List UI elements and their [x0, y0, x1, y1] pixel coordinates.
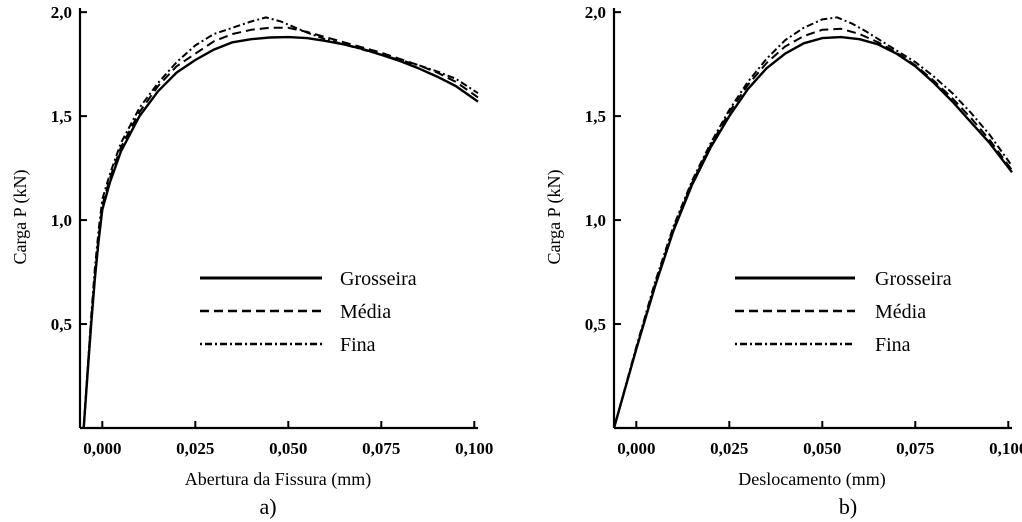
chart-panel-b: 0,5 1,0 1,5 2,0 0,000 0,025 0,050 0,075 0,100 Des…: [544, 3, 1022, 519]
legend: Grosseira Média Fina: [735, 268, 952, 356]
series-line-grosseira: [612, 35, 1013, 429]
y-tick-label: 0,5: [51, 315, 72, 334]
panel-letter: a): [259, 494, 276, 519]
legend-label: Fina: [875, 334, 911, 356]
legend-label: Grosseira: [875, 268, 952, 290]
y-tick-label: 1,5: [51, 107, 72, 126]
x-tick-label: 0,000: [83, 439, 121, 458]
y-tick-label: 1,0: [51, 211, 72, 230]
legend: Grosseira Média Fina: [200, 268, 417, 356]
x-axis-label: Deslocamento (mm): [738, 469, 885, 490]
x-tick-label: 0,025: [176, 439, 214, 458]
x-tick-label: 0,075: [362, 439, 400, 458]
y-tick-label: 2,0: [585, 3, 606, 22]
x-tick-label: 0,100: [989, 439, 1022, 458]
series-line-fina: [613, 16, 1013, 429]
y-axis-label: Carga P (kN): [10, 170, 31, 265]
x-tick-label: 0,050: [803, 439, 841, 458]
x-tick-label: 0,050: [269, 439, 307, 458]
chart-panel-a: 0,5 1,0 1,5 2,0 0,000 0,025 0,050 0,075 0,100 Abe…: [10, 3, 493, 519]
legend-label: Média: [875, 301, 926, 323]
y-tick-label: 1,0: [585, 211, 606, 230]
series-line-grosseira: [82, 35, 479, 429]
y-axis-label: Carga P (kN): [544, 170, 565, 265]
legend-label: Fina: [340, 334, 376, 356]
x-tick-label: 0,025: [710, 439, 748, 458]
y-tick-label: 0,5: [585, 315, 606, 334]
x-tick-label: 0,075: [896, 439, 934, 458]
x-tick-label: 0,100: [455, 439, 493, 458]
series-line-fina: [82, 16, 479, 429]
x-axis-label: Abertura da Fissura (mm): [185, 469, 371, 490]
y-tick-label: 1,5: [585, 107, 606, 126]
legend-label: Grosseira: [340, 268, 417, 290]
x-tick-label: 0,000: [617, 439, 655, 458]
y-tick-label: 2,0: [51, 3, 72, 22]
legend-label: Média: [340, 301, 391, 323]
series-line-mdia: [82, 26, 479, 429]
panel-letter: b): [839, 494, 857, 519]
